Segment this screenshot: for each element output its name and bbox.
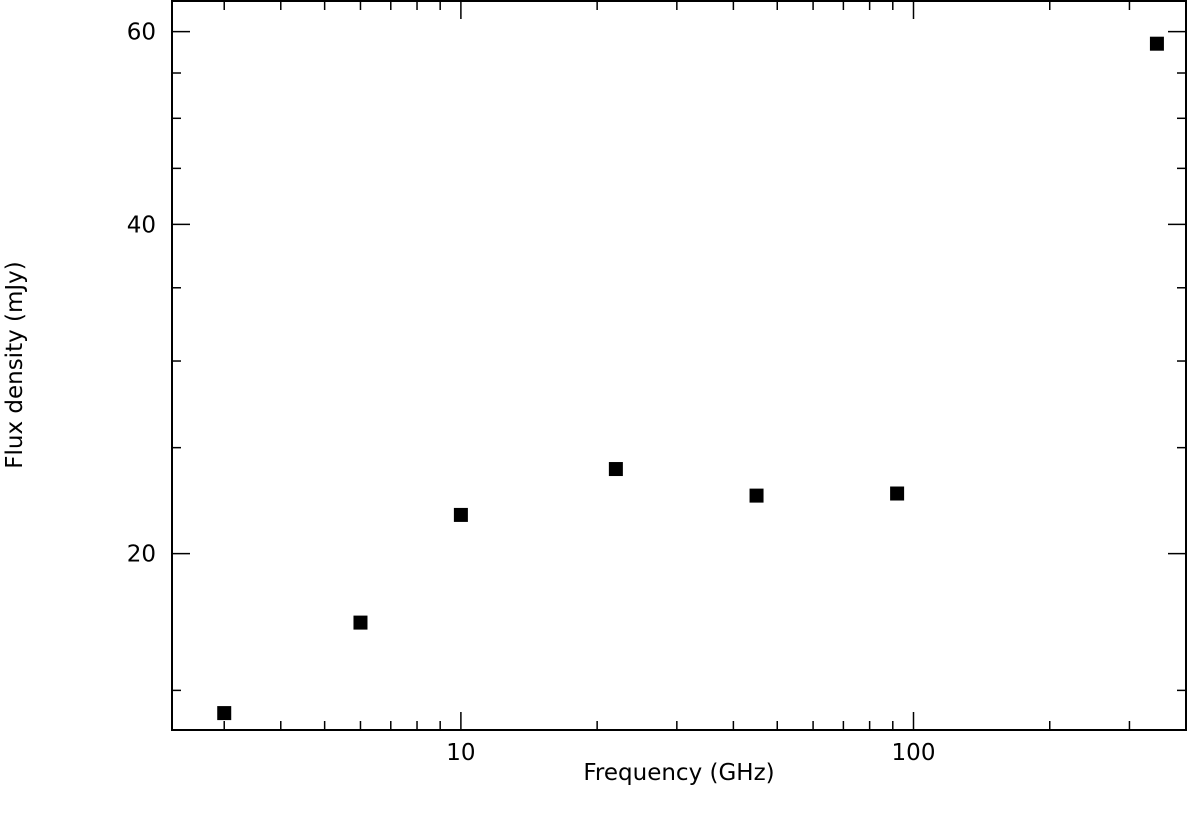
data-point xyxy=(353,615,368,630)
data-point xyxy=(217,706,232,721)
y-tick-label: 20 xyxy=(127,542,156,568)
data-point xyxy=(453,507,468,522)
data-point xyxy=(1149,36,1164,51)
x-tick-label: 100 xyxy=(892,740,936,766)
y-axis-label: Flux density (mJy) xyxy=(2,261,28,469)
x-axis-label: Frequency (GHz) xyxy=(583,760,774,786)
data-points xyxy=(217,36,1164,721)
y-tick-label: 60 xyxy=(127,20,156,46)
data-point xyxy=(890,486,905,501)
axis-ticks xyxy=(172,1,1187,730)
data-point xyxy=(749,488,764,503)
x-tick-label: 10 xyxy=(446,740,475,766)
plot-frame xyxy=(171,0,1187,731)
axis-tick-labels: 10 100 20 40 60 xyxy=(127,20,936,766)
data-point xyxy=(608,462,623,477)
y-tick-label: 40 xyxy=(127,212,156,238)
